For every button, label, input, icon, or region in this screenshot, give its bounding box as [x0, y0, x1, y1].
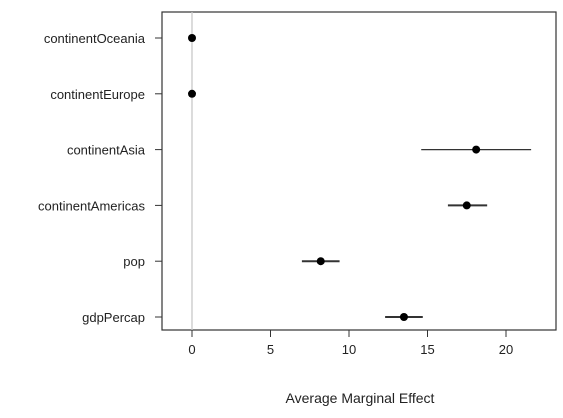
x-tick-label: 10	[342, 342, 356, 357]
estimate-point	[188, 89, 196, 98]
y-tick-label: continentAmericas	[38, 198, 145, 213]
x-tick-label: 0	[188, 342, 195, 357]
y-tick-label: continentOceania	[44, 31, 146, 46]
estimate-point	[462, 201, 471, 210]
x-tick-label: 15	[420, 342, 434, 357]
x-tick-label: 5	[267, 342, 274, 357]
y-tick-label: gdpPercap	[82, 310, 145, 325]
estimate-point	[399, 313, 408, 321]
estimate-point	[316, 257, 325, 266]
plot-frame	[161, 11, 557, 331]
estimate-point	[188, 34, 196, 42]
x-axis-title: Average Marginal Effect	[286, 390, 435, 406]
x-tick-label: 20	[499, 342, 513, 357]
y-tick-label: continentEurope	[50, 87, 145, 102]
estimate-point	[472, 145, 481, 154]
y-tick-label: pop	[123, 254, 145, 269]
y-tick-label: continentAsia	[67, 143, 146, 158]
